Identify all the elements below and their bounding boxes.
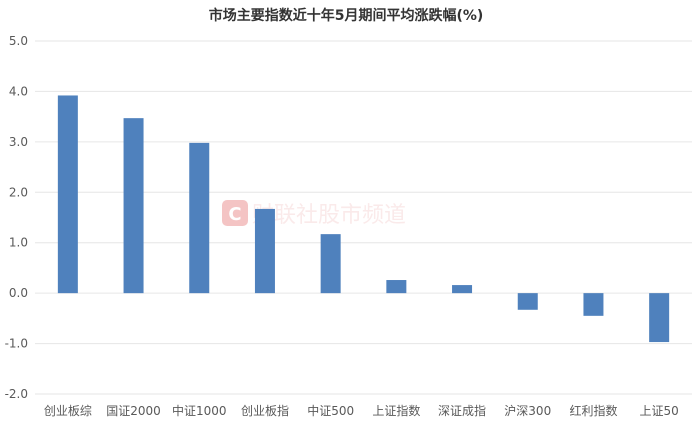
x-tick-label: 中证1000 xyxy=(172,403,227,418)
bar xyxy=(254,208,275,294)
bar xyxy=(517,293,538,310)
x-tick-label: 深证成指 xyxy=(438,403,486,418)
bar xyxy=(386,280,407,294)
bar xyxy=(649,293,670,343)
bars xyxy=(57,95,670,343)
x-tick-label: 国证2000 xyxy=(106,404,161,418)
y-tick-label: 5.0 xyxy=(9,34,28,48)
y-tick-label: 4.0 xyxy=(9,84,28,98)
watermark-logo-icon xyxy=(222,200,248,226)
bar xyxy=(57,95,78,294)
gridlines xyxy=(35,40,692,395)
bar xyxy=(320,234,341,294)
y-tick-label: -1.0 xyxy=(5,337,28,351)
y-axis-ticks: 5.0 4.0 3.0 2.0 1.0 0.0 -1.0 -2.0 xyxy=(5,34,28,401)
chart-title: 市场主要指数近十年5月期间平均涨跌幅(%) xyxy=(209,7,484,24)
y-tick-label: 2.0 xyxy=(9,185,28,199)
x-tick-label: 沪深300 xyxy=(504,404,551,418)
y-tick-label: -2.0 xyxy=(5,387,28,401)
x-tick-label: 创业板综 xyxy=(44,404,92,418)
x-tick-label: 红利指数 xyxy=(569,403,617,418)
x-tick-label: 上证50 xyxy=(640,404,679,418)
x-tick-label: 中证500 xyxy=(307,403,354,418)
y-tick-label: 1.0 xyxy=(9,236,28,250)
watermark-text: 财联社股市频道 xyxy=(252,203,406,228)
watermark-logo-letter: C xyxy=(228,204,241,225)
y-tick-label: 3.0 xyxy=(9,135,28,149)
x-tick-label: 创业板指 xyxy=(241,403,289,418)
bar xyxy=(583,293,604,316)
watermark: C 财联社股市频道 xyxy=(222,200,406,228)
x-tick-label: 上证指数 xyxy=(372,403,420,418)
bar xyxy=(189,142,210,294)
bar xyxy=(123,118,144,294)
x-axis-ticks: 创业板综 国证2000 中证1000 创业板指 中证500 上证指数 深证成指 沪深300 红利… xyxy=(44,403,679,418)
y-tick-label: 0.0 xyxy=(9,286,28,300)
bar xyxy=(452,285,473,294)
